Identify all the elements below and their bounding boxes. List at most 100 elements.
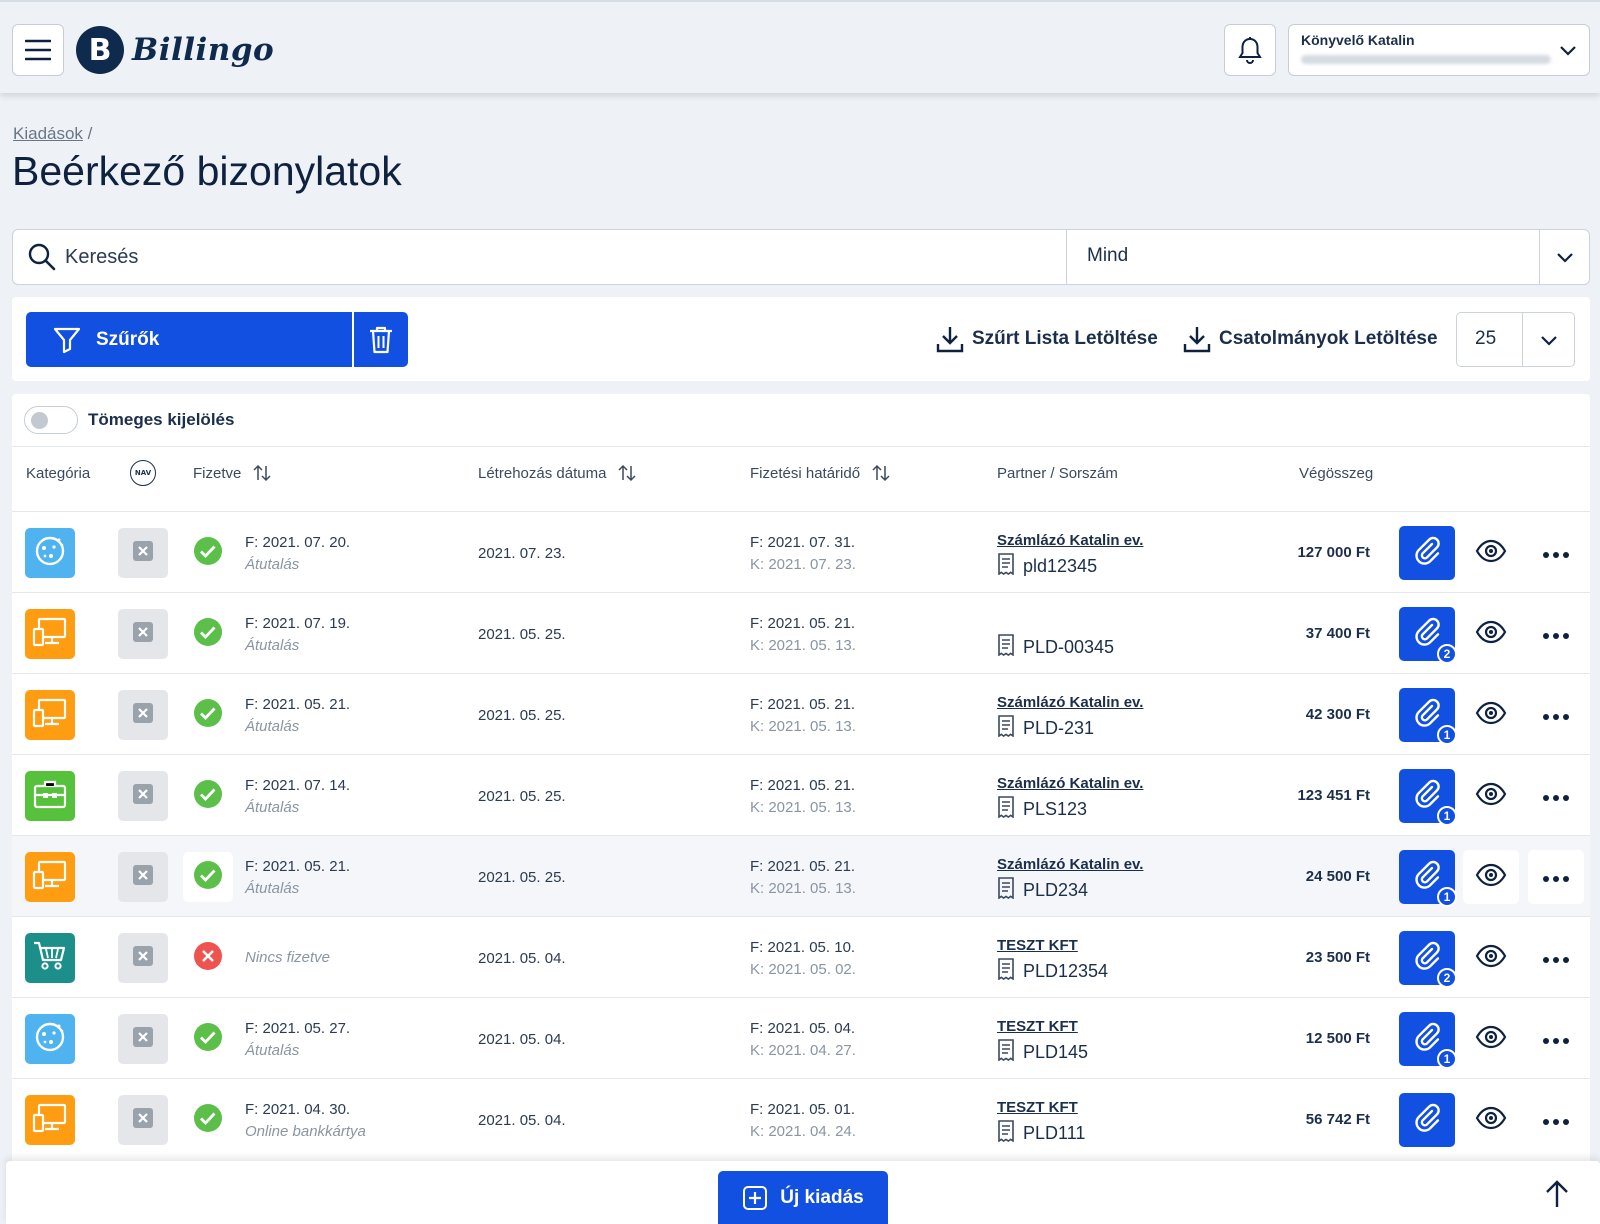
more-actions-button[interactable] <box>1528 931 1584 985</box>
column-header-partner: Partner / Sorszám <box>997 458 1118 488</box>
top-bar: B Billingo Könyvelő Katalin <box>0 0 1600 93</box>
clear-filters-button[interactable] <box>354 312 408 367</box>
category-badge[interactable] <box>25 852 75 902</box>
paid-status[interactable] <box>183 933 233 983</box>
paid-status[interactable] <box>183 690 233 740</box>
table-row[interactable]: F: 2021. 05. 21. Átutalás 2021. 05. 25. F: … <box>12 673 1590 754</box>
preview-button[interactable] <box>1463 769 1519 823</box>
due-date: F: 2021. 05. 21. <box>750 858 856 875</box>
preview-button[interactable] <box>1463 1093 1519 1147</box>
preview-button[interactable] <box>1463 688 1519 742</box>
bulk-select-toggle[interactable] <box>24 406 78 434</box>
hamburger-menu-button[interactable] <box>12 24 64 76</box>
paid-status[interactable] <box>183 609 233 659</box>
more-actions-button[interactable] <box>1528 1093 1584 1147</box>
table-row[interactable]: F: 2021. 07. 19. Átutalás 2021. 05. 25. F: … <box>12 592 1590 673</box>
more-actions-button[interactable] <box>1528 769 1584 823</box>
nav-status[interactable] <box>118 852 168 902</box>
preview-button[interactable] <box>1463 1012 1519 1066</box>
column-header-due[interactable]: Fizetési határidő <box>750 458 890 488</box>
category-badge[interactable] <box>25 1095 75 1145</box>
more-actions-button[interactable] <box>1528 850 1584 904</box>
partner-link[interactable]: TESZT KFT <box>997 1099 1078 1116</box>
table-row[interactable]: F: 2021. 05. 21. Átutalás 2021. 05. 25. F: … <box>12 835 1590 916</box>
per-page-dropdown-button[interactable] <box>1522 313 1575 366</box>
category-badge[interactable] <box>25 690 75 740</box>
category-badge[interactable] <box>25 1014 75 1064</box>
billingo-logo[interactable]: B Billingo <box>76 24 274 76</box>
more-dots-icon <box>1542 787 1570 806</box>
attachments-button[interactable]: 1 <box>1399 1012 1457 1069</box>
receipt-icon <box>997 877 1015 904</box>
table-row[interactable]: Nincs fizetve 2021. 05. 04. F: 2021. 05. 1… <box>12 916 1590 997</box>
nav-status[interactable] <box>118 933 168 983</box>
nav-status[interactable] <box>118 1095 168 1145</box>
attachments-button[interactable]: 1 <box>1399 688 1457 745</box>
nav-status[interactable] <box>118 609 168 659</box>
created-date: 2021. 05. 04. <box>478 1112 566 1129</box>
more-actions-button[interactable] <box>1528 1012 1584 1066</box>
partner-link[interactable]: Számlázó Katalin ev. <box>997 775 1144 792</box>
partner-link[interactable]: TESZT KFT <box>997 937 1078 954</box>
nav-status[interactable] <box>118 1014 168 1064</box>
status-filter-dropdown-button[interactable] <box>1539 230 1590 284</box>
more-actions-button[interactable] <box>1528 688 1584 742</box>
fulfillment-date: K: 2021. 05. 13. <box>750 799 856 816</box>
attachments-button[interactable] <box>1399 526 1455 580</box>
table-row[interactable]: F: 2021. 07. 14. Átutalás 2021. 05. 25. F: … <box>12 754 1590 835</box>
partner-link[interactable]: Számlázó Katalin ev. <box>997 532 1144 549</box>
partner-link[interactable]: Számlázó Katalin ev. <box>997 694 1144 711</box>
breadcrumb-kiadasok-link[interactable]: Kiadások <box>13 124 83 143</box>
partner-link[interactable]: Számlázó Katalin ev. <box>997 856 1144 873</box>
paid-status[interactable] <box>183 771 233 821</box>
table-row[interactable]: F: 2021. 05. 27. Átutalás 2021. 05. 04. F: … <box>12 997 1590 1078</box>
column-header-paid[interactable]: Fizetve <box>193 458 271 488</box>
sort-icon[interactable] <box>618 464 636 482</box>
paid-status[interactable] <box>183 1014 233 1064</box>
notifications-button[interactable] <box>1224 24 1276 76</box>
user-menu[interactable]: Könyvelő Katalin <box>1288 24 1590 76</box>
preview-button[interactable] <box>1463 931 1519 985</box>
sort-icon[interactable] <box>872 464 890 482</box>
nav-status[interactable] <box>118 690 168 740</box>
partner-link[interactable]: TESZT KFT <box>997 1018 1078 1035</box>
download-attachments-button[interactable]: Csatolmányok Letöltése <box>1183 321 1438 357</box>
paid-status[interactable] <box>183 852 233 902</box>
table-row[interactable]: F: 2021. 07. 20. Átutalás 2021. 07. 23. F: … <box>12 511 1590 592</box>
paid-status[interactable] <box>183 528 233 578</box>
category-badge[interactable] <box>25 771 75 821</box>
scroll-to-top-button[interactable] <box>1540 1177 1574 1211</box>
fulfillment-date: K: 2021. 04. 27. <box>750 1042 856 1059</box>
payment-method: Online bankkártya <box>245 1123 366 1140</box>
new-expense-button[interactable]: Új kiadás <box>718 1171 888 1224</box>
preview-button[interactable] <box>1463 607 1519 661</box>
nav-status[interactable] <box>118 528 168 578</box>
status-filter-select[interactable]: Mind <box>1066 230 1539 284</box>
eye-icon <box>1475 782 1507 810</box>
receipt-icon <box>997 715 1015 742</box>
attachments-button[interactable]: 1 <box>1399 769 1457 826</box>
nav-status[interactable] <box>118 771 168 821</box>
attachments-button[interactable] <box>1399 1093 1455 1147</box>
category-badge[interactable] <box>25 528 75 578</box>
paid-status[interactable] <box>183 1095 233 1145</box>
preview-button[interactable] <box>1463 526 1519 580</box>
column-header-created[interactable]: Létrehozás dátuma <box>478 458 636 488</box>
sort-icon[interactable] <box>253 464 271 482</box>
download-filtered-list-button[interactable]: Szűrt Lista Letöltése <box>936 321 1158 357</box>
check-circle-icon <box>193 1022 223 1056</box>
more-actions-button[interactable] <box>1528 607 1584 661</box>
created-date: 2021. 05. 25. <box>478 707 566 724</box>
per-page-select[interactable]: 25 <box>1456 312 1575 367</box>
search-input[interactable] <box>65 238 1045 276</box>
fulfillment-date: K: 2021. 05. 13. <box>750 718 856 735</box>
category-badge[interactable] <box>25 609 75 659</box>
preview-button[interactable] <box>1463 850 1519 904</box>
attachments-button[interactable]: 2 <box>1399 931 1457 988</box>
attachments-button[interactable]: 1 <box>1399 850 1457 907</box>
category-badge[interactable] <box>25 933 75 983</box>
table-row[interactable]: F: 2021. 04. 30. Online bankkártya 2021. 0… <box>12 1078 1590 1159</box>
filters-button[interactable]: Szűrők <box>26 312 352 367</box>
attachments-button[interactable]: 2 <box>1399 607 1457 664</box>
more-actions-button[interactable] <box>1528 526 1584 580</box>
